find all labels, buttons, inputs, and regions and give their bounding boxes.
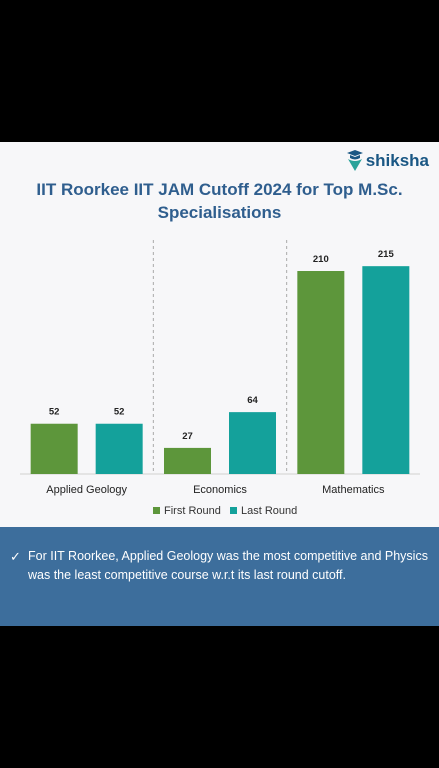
data-label: 27: [182, 431, 193, 442]
bar: [362, 266, 409, 474]
chart-card: shiksha IIT Roorkee IIT JAM Cutoff 2024 …: [0, 142, 439, 527]
checkmark-icon: ✓: [10, 547, 24, 585]
x-tick-label: Applied Geology: [46, 484, 127, 496]
data-label: 210: [313, 254, 329, 265]
data-label: 52: [114, 407, 125, 418]
bar: [297, 271, 344, 474]
bar: [164, 448, 211, 474]
legend-label: First Round: [164, 505, 221, 517]
bar: [229, 412, 276, 474]
x-tick-label: Economics: [193, 484, 247, 496]
bar: [96, 424, 143, 474]
legend-swatch: [153, 507, 160, 514]
bar: [31, 424, 78, 474]
data-label: 64: [247, 395, 258, 406]
x-tick-label: Mathematics: [322, 484, 385, 496]
legend-swatch: [230, 507, 237, 514]
data-label: 215: [378, 249, 395, 260]
data-label: 52: [49, 407, 60, 418]
insight-text: For IIT Roorkee, Applied Geology was the…: [24, 547, 432, 585]
bar-chart: 52 52 Applied Geology 27 64 Economics 210 215 Ma…: [0, 142, 439, 527]
insight-banner: ✓ For IIT Roorkee, Applied Geology was t…: [0, 527, 439, 626]
insight-note: ✓ For IIT Roorkee, Applied Geology was t…: [10, 547, 432, 585]
legend-label: Last Round: [241, 505, 297, 517]
